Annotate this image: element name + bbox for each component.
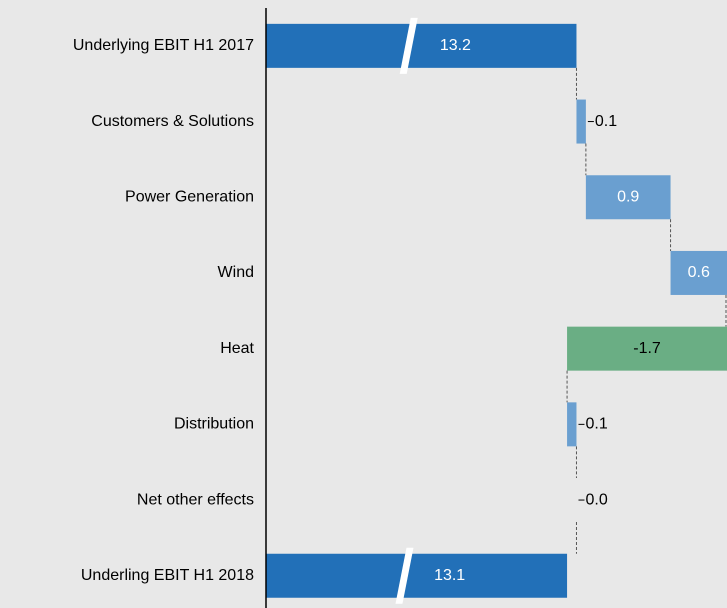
axis-break	[399, 17, 418, 74]
bar	[585, 175, 671, 220]
category-label: Underlying EBIT H1 2017	[73, 37, 254, 54]
value-label: 0.1	[595, 113, 617, 130]
category-label: Power Generation	[125, 188, 254, 205]
bar	[266, 553, 568, 598]
value-label: -1.7	[633, 340, 661, 357]
axis-break	[395, 547, 414, 604]
value-label: 13.1	[434, 567, 465, 584]
value-label: 13.2	[440, 37, 471, 54]
value-label: 0.0	[585, 491, 607, 508]
category-label: Underling EBIT H1 2018	[81, 567, 254, 584]
category-label: Heat	[220, 340, 254, 357]
category-label: Wind	[218, 264, 254, 281]
category-label: Distribution	[174, 416, 254, 433]
value-label: 0.1	[585, 416, 607, 433]
bar	[567, 402, 577, 447]
category-label: Customers & Solutions	[91, 113, 254, 130]
bar	[266, 23, 577, 68]
bar	[576, 99, 586, 144]
category-label: Net other effects	[137, 491, 254, 508]
bar	[567, 326, 727, 371]
value-label: 0.6	[688, 264, 710, 281]
bar	[670, 250, 727, 295]
value-label: 0.9	[617, 188, 639, 205]
